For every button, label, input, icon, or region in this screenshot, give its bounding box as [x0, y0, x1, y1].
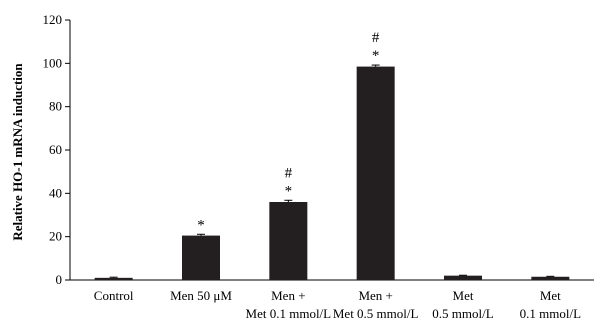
y-tick-label: 60	[49, 142, 62, 157]
bar	[531, 276, 570, 280]
y-axis-label: Relative HO-1 mRNA induction	[10, 63, 25, 241]
y-tick-label: 120	[43, 12, 63, 27]
x-tick-label: Met	[453, 288, 474, 303]
bar	[182, 235, 220, 280]
significance-marker: *	[372, 48, 380, 64]
y-ticks: 0 20 40 60 80 100 120	[43, 12, 70, 287]
x-tick-label: Men 50 μM	[170, 288, 232, 303]
bar	[444, 275, 482, 280]
bar	[269, 202, 308, 280]
bar	[356, 66, 395, 280]
x-tick-label: Met 0.5 mmol/L	[333, 306, 419, 321]
significance-marker: #	[372, 30, 380, 46]
significance-marker: *	[285, 183, 293, 199]
x-tick-label: 0.1 mmol/L	[520, 306, 581, 321]
y-tick-label: 40	[49, 185, 62, 200]
y-tick-label: 0	[56, 272, 63, 287]
significance-marker: *	[197, 217, 205, 233]
x-tick-label: Men +	[358, 288, 392, 303]
y-tick-label: 100	[43, 55, 63, 70]
y-tick-label: 20	[49, 229, 62, 244]
x-tick-label: Control	[94, 288, 134, 303]
bar	[94, 277, 133, 280]
x-tick-labels: Control Men 50 μM Men + Met 0.1 mmol/L Men +…	[94, 288, 581, 321]
x-tick-label: Met	[540, 288, 561, 303]
y-tick-label: 80	[49, 99, 62, 114]
x-tick-label: 0.5 mmol/L	[432, 306, 493, 321]
bars: * # * # *	[94, 30, 570, 280]
significance-marker: #	[285, 165, 293, 181]
axes	[69, 20, 594, 281]
x-tick-label: Met 0.1 mmol/L	[246, 306, 332, 321]
x-tick-label: Men +	[271, 288, 305, 303]
